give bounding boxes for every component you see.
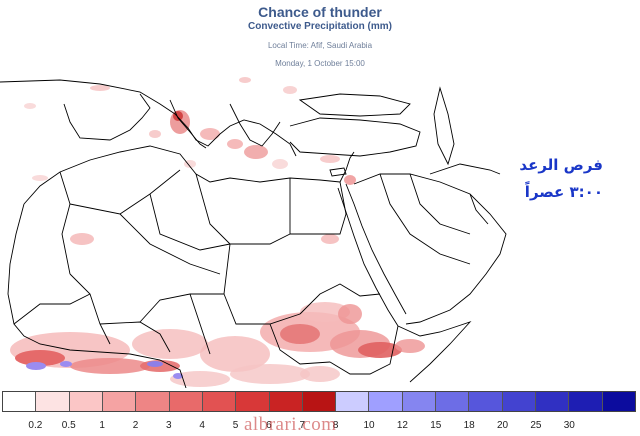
watermark-text: albrari.com [244,414,337,435]
legend-tick-label: 25 [530,420,542,431]
legend-swatch [502,392,536,411]
legend-tick-label: 5 [232,420,239,431]
legend-swatch [569,392,603,411]
legend-swatch [302,392,337,411]
legend-swatch [269,392,303,411]
local-time-label: Local Time: Afif, Saudi Arabia [267,41,373,50]
map-area [0,77,507,388]
legend-swatch [169,392,203,411]
legend-swatch [3,392,37,411]
legend-swatch [69,392,103,411]
legend-swatch [102,392,137,411]
legend-tick-label: 7 [299,420,306,431]
legend-tick-label: 18 [463,420,475,431]
legend-tick-label: 20 [496,420,509,431]
legend-swatch [536,392,570,411]
legend-tick-label: 6 [266,420,272,431]
legend-swatch [36,392,70,411]
color-legend-bar [2,391,636,412]
legend-tick-label: 2 [132,420,139,431]
legend-tick-label: 15 [430,420,442,431]
legend-swatch [602,392,635,411]
arabic-time: ٣:٠٠ عصراً [524,183,603,201]
legend-swatch [436,392,470,411]
legend-swatch [202,392,237,411]
legend-swatch [469,392,503,411]
color-legend-ticks: 0.2 0.5 1 2 3 4 5 6 7 8 10 12 15 18 20 25 30 [2,420,636,434]
legend-tick-label: 4 [199,420,205,431]
legend-swatch [402,392,437,411]
legend-tick-label: 0.5 [61,420,76,431]
precipitation-layer [10,77,425,387]
country-borders [0,79,507,388]
legend-tick-label: 10 [363,420,375,431]
legend-tick-label: 8 [332,420,339,431]
legend-swatch [236,392,270,411]
chart-subtitle: Convective Precipitation (mm) [248,21,392,32]
arabic-title: فرص الرعد [519,156,603,174]
legend-tick-label: 12 [396,420,408,431]
legend-swatch [369,392,403,411]
legend-swatch [336,392,370,411]
chart-title: Chance of thunder [258,4,382,20]
legend-swatch [136,392,170,411]
forecast-date: Monday, 1 October 15:00 [275,59,365,68]
legend-tick-label: 1 [99,420,105,431]
legend-tick-label: 3 [166,420,172,431]
legend-tick-label: 0.2 [28,420,43,431]
legend-tick-label: 30 [563,420,575,431]
